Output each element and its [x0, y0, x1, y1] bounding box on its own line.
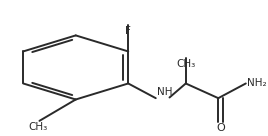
Text: CH₃: CH₃	[29, 122, 48, 132]
Text: NH: NH	[157, 87, 173, 98]
Text: F: F	[125, 26, 131, 36]
Text: NH₂: NH₂	[247, 78, 267, 89]
Text: CH₃: CH₃	[176, 59, 195, 69]
Text: O: O	[216, 123, 225, 133]
